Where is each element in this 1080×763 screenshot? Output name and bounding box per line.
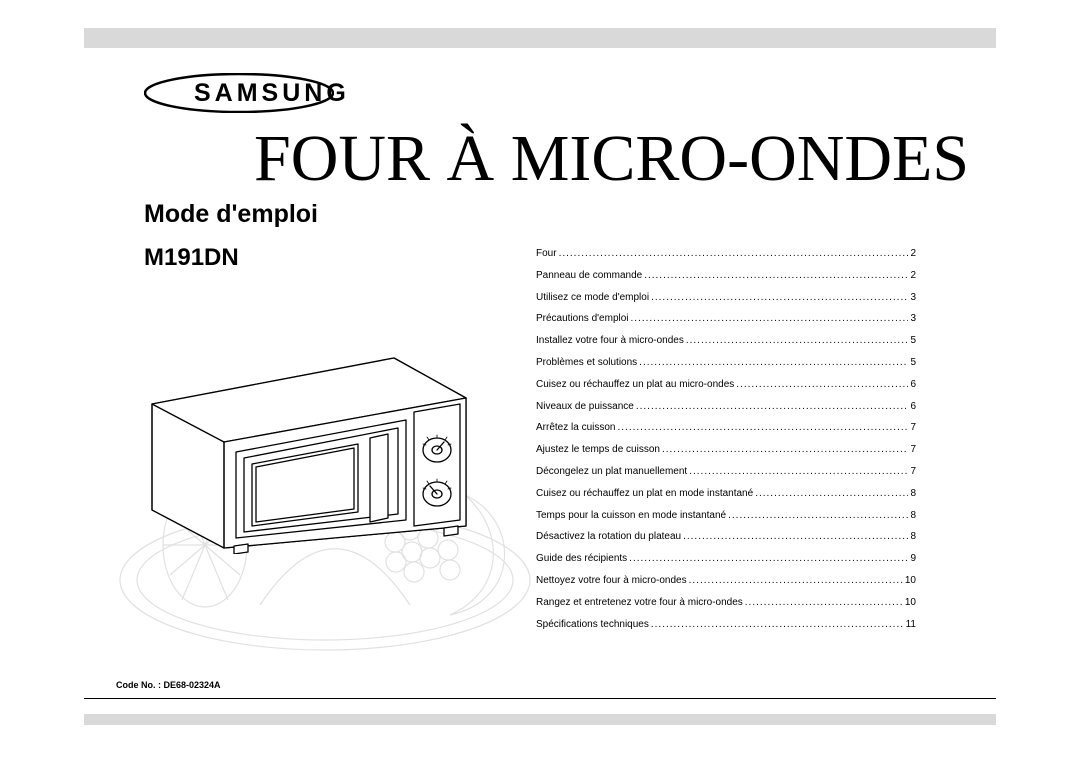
toc-label: Four <box>536 248 557 259</box>
toc-page: 2 <box>910 270 916 281</box>
toc-page: 2 <box>910 248 916 259</box>
toc-label: Niveaux de puissance <box>536 401 634 412</box>
model-number: M191DN <box>144 244 239 272</box>
toc-label: Panneau de commande <box>536 270 642 281</box>
table-of-contents: Four 2 Panneau de commande 2 Utilisez ce mod… <box>536 248 916 640</box>
microwave-lineart-icon <box>144 334 474 554</box>
toc-leader <box>689 575 903 586</box>
toc-row: Rangez et entretenez votre four à micro-… <box>536 597 916 608</box>
footer-rule <box>84 698 996 699</box>
toc-leader <box>639 357 908 368</box>
toc-label: Cuisez ou réchauffez un plat en mode ins… <box>536 488 753 499</box>
toc-row: Guide des récipients 9 <box>536 553 916 564</box>
toc-page: 9 <box>910 553 916 564</box>
toc-label: Décongelez un plat manuellement <box>536 466 687 477</box>
toc-page: 5 <box>910 335 916 346</box>
logo-oval-icon <box>144 73 334 113</box>
toc-label: Arrêtez la cuisson <box>536 422 615 433</box>
toc-page: 7 <box>910 466 916 477</box>
toc-leader <box>736 379 908 390</box>
toc-row: Problèmes et solutions 5 <box>536 357 916 368</box>
toc-label: Guide des récipients <box>536 553 627 564</box>
toc-row: Ajustez le temps de cuisson 7 <box>536 444 916 455</box>
toc-row: Four 2 <box>536 248 916 259</box>
toc-leader <box>651 292 908 303</box>
toc-page: 8 <box>910 531 916 542</box>
toc-page: 7 <box>910 422 916 433</box>
toc-leader <box>686 335 909 346</box>
toc-leader <box>728 510 908 521</box>
toc-page: 3 <box>910 313 916 324</box>
toc-label: Précautions d'emploi <box>536 313 629 324</box>
toc-page: 3 <box>910 292 916 303</box>
document-subtitle: Mode d'emploi <box>144 200 318 229</box>
toc-page: 8 <box>910 488 916 499</box>
toc-page: 5 <box>910 357 916 368</box>
document-title: FOUR À MICRO-ONDES <box>254 126 969 192</box>
toc-row: Cuisez ou réchauffez un plat au micro-on… <box>536 379 916 390</box>
toc-page: 10 <box>905 575 916 586</box>
toc-row: Temps pour la cuisson en mode instantané… <box>536 510 916 521</box>
toc-page: 6 <box>910 401 916 412</box>
toc-leader <box>636 401 909 412</box>
footer-bar <box>84 714 996 725</box>
toc-row: Arrêtez la cuisson 7 <box>536 422 916 433</box>
toc-leader <box>683 531 908 542</box>
toc-label: Ajustez le temps de cuisson <box>536 444 660 455</box>
toc-row: Précautions d'emploi 3 <box>536 313 916 324</box>
toc-row: Cuisez ou réchauffez un plat en mode ins… <box>536 488 916 499</box>
toc-page: 6 <box>910 379 916 390</box>
toc-leader <box>745 597 903 608</box>
toc-leader <box>631 313 909 324</box>
toc-leader <box>651 619 904 630</box>
toc-row: Utilisez ce mode d'emploi 3 <box>536 292 916 303</box>
toc-row: Niveaux de puissance 6 <box>536 401 916 412</box>
toc-label: Temps pour la cuisson en mode instantané <box>536 510 726 521</box>
toc-leader <box>644 270 908 281</box>
toc-leader <box>755 488 908 499</box>
toc-page: 10 <box>905 597 916 608</box>
toc-label: Spécifications techniques <box>536 619 649 630</box>
toc-page: 11 <box>906 619 916 630</box>
toc-row: Décongelez un plat manuellement 7 <box>536 466 916 477</box>
toc-leader <box>629 553 908 564</box>
toc-page: 8 <box>910 510 916 521</box>
header-bar <box>84 28 996 48</box>
toc-label: Cuisez ou réchauffez un plat au micro-on… <box>536 379 734 390</box>
code-number: Code No. : DE68-02324A <box>116 680 221 690</box>
toc-leader <box>689 466 908 477</box>
samsung-logo: SAMSUNG <box>144 72 354 114</box>
toc-leader <box>559 248 909 259</box>
toc-row: Spécifications techniques 11 <box>536 619 916 630</box>
toc-label: Utilisez ce mode d'emploi <box>536 292 649 303</box>
toc-label: Désactivez la rotation du plateau <box>536 531 681 542</box>
toc-label: Nettoyez votre four à micro-ondes <box>536 575 687 586</box>
toc-label: Installez votre four à micro-ondes <box>536 335 684 346</box>
toc-page: 7 <box>910 444 916 455</box>
toc-label: Rangez et entretenez votre four à micro-… <box>536 597 743 608</box>
toc-row: Panneau de commande 2 <box>536 270 916 281</box>
manual-cover-page: SAMSUNG FOUR À MICRO-ONDES Mode d'emploi… <box>0 0 1080 763</box>
toc-row: Nettoyez votre four à micro-ondes 10 <box>536 575 916 586</box>
toc-leader <box>617 422 908 433</box>
toc-row: Installez votre four à micro-ondes 5 <box>536 335 916 346</box>
toc-leader <box>662 444 908 455</box>
toc-row: Désactivez la rotation du plateau 8 <box>536 531 916 542</box>
toc-label: Problèmes et solutions <box>536 357 637 368</box>
